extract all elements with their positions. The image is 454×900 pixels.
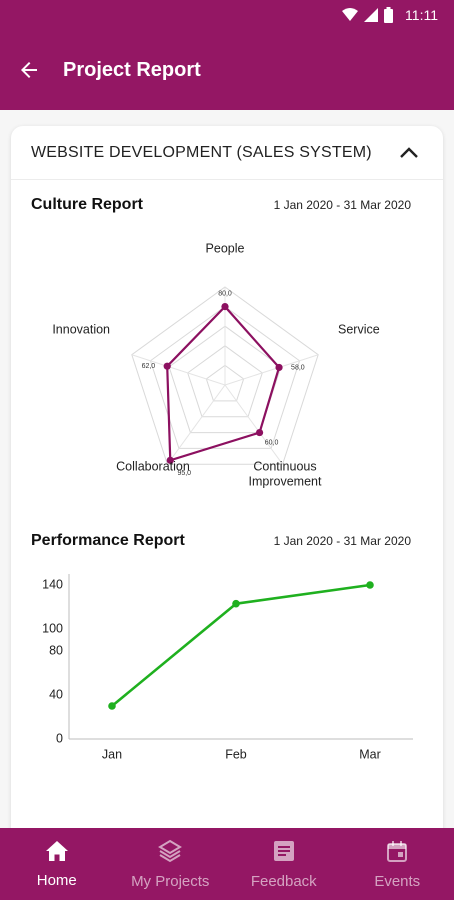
nav-my-projects[interactable]: My Projects [114, 828, 228, 900]
performance-series-line [111, 583, 371, 708]
signal-icon [364, 8, 379, 22]
nav-feedback[interactable]: Feedback [227, 828, 341, 900]
y-tick-label: 0 [56, 731, 63, 745]
nav-events[interactable]: Events [341, 828, 454, 900]
performance-point[interactable] [232, 599, 240, 608]
back-button[interactable] [14, 55, 44, 85]
calendar-icon [387, 840, 408, 862]
y-tick-label: 40 [49, 687, 63, 701]
culture-report-header: Culture Report 1 Jan 2020 - 31 Mar 2020 [31, 196, 411, 214]
radar-axis-label: Service [338, 322, 380, 336]
radar-axis-label: Innovation [52, 322, 110, 336]
radar-axis-label: Continuous [253, 459, 316, 473]
nav-my-projects-label: My Projects [131, 872, 210, 890]
project-header[interactable]: WEBSITE DEVELOPMENT (SALES SYSTEM) [11, 126, 443, 180]
nav-home-label: Home [36, 871, 77, 889]
radar-series-line [166, 304, 281, 462]
nav-home[interactable]: Home [0, 828, 114, 900]
radar-value-label: 95,0 [177, 470, 191, 477]
radar-spoke [166, 384, 226, 465]
feedback-icon [273, 840, 294, 861]
arrow-back-icon [21, 62, 37, 78]
culture-report-date: 1 Jan 2020 - 31 Mar 2020 [273, 198, 411, 212]
bottom-navigation: Home My Projects Feedback Events [0, 828, 454, 900]
radar-spoke [131, 354, 226, 386]
layers-icon [158, 839, 183, 862]
x-tick-label: Jan [102, 747, 122, 761]
radar-grid-ring [205, 364, 245, 402]
performance-point[interactable] [366, 581, 374, 589]
project-report-card: WEBSITE DEVELOPMENT (SALES SYSTEM) Cultu… [11, 126, 443, 846]
wifi-icon [342, 8, 359, 21]
nav-feedback-label: Feedback [250, 872, 317, 890]
x-tick-label: Feb [225, 747, 247, 761]
radar-grid-ring [149, 305, 301, 449]
radar-spoke [224, 384, 284, 465]
performance-point[interactable] [108, 702, 116, 710]
culture-report-title: Culture Report [31, 196, 143, 213]
radar-axis-label: Collaboration [116, 459, 190, 473]
radar-axis-label: People [206, 241, 245, 255]
x-tick-label: Mar [359, 747, 381, 761]
battery-icon [384, 7, 394, 23]
chevron-up-icon[interactable] [399, 146, 419, 160]
performance-report-title: Performance Report [31, 532, 185, 549]
radar-value-label: 60,0 [265, 439, 279, 446]
home-icon [45, 840, 68, 861]
radar-value-label: 80,0 [218, 290, 232, 297]
performance-report-date: 1 Jan 2020 - 31 Mar 2020 [273, 534, 411, 548]
project-name: WEBSITE DEVELOPMENT (SALES SYSTEM) [31, 143, 372, 161]
radar-spoke [224, 354, 319, 386]
radar-point[interactable] [221, 303, 229, 311]
y-tick-label: 80 [49, 643, 63, 657]
radar-value-label: 62,0 [142, 363, 156, 370]
radar-value-label: 58,0 [291, 364, 305, 371]
radar-point[interactable] [166, 456, 174, 464]
status-bar: 11:11 [0, 0, 454, 30]
performance-line-chart: 0 40 80 100 140 Jan Feb Mar [42, 574, 413, 761]
radar-point[interactable] [275, 363, 283, 372]
culture-radar-chart: 80,0 58,0 60,0 95,0 62,0 People Service Continu… [52, 241, 380, 488]
y-tick-label: 140 [42, 577, 63, 591]
status-time: 11:11 [405, 7, 438, 23]
radar-point[interactable] [163, 362, 171, 370]
y-tick-label: 100 [42, 621, 63, 635]
performance-report-header: Performance Report 1 Jan 2020 - 31 Mar 2… [31, 532, 411, 550]
radar-point[interactable] [255, 428, 264, 437]
radar-grid-ring [131, 286, 319, 465]
nav-events-label: Events [374, 872, 421, 890]
radar-axis-label: Improvement [249, 474, 322, 488]
radar-grid-ring [187, 345, 263, 418]
app-bar: Project Report [0, 30, 454, 110]
page-title: Project Report [63, 58, 201, 81]
